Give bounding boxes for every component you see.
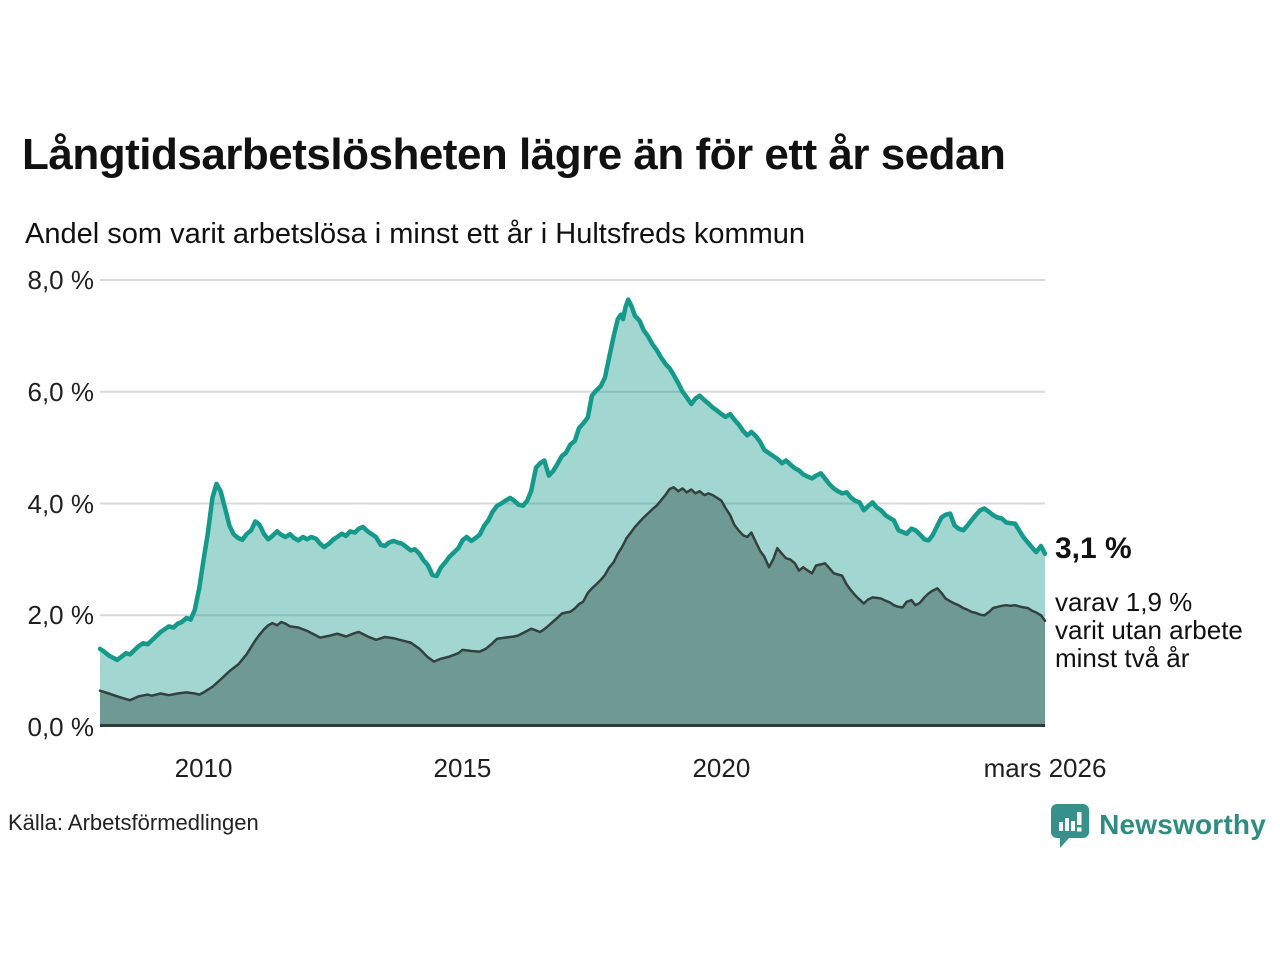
y-axis: 0,0 % 2,0 % 4,0 % 6,0 % 8,0 %: [0, 265, 95, 742]
newsworthy-wordmark: Newsworthy: [1099, 809, 1266, 840]
y-tick-label: 0,0 %: [27, 712, 95, 742]
x-tick-label: mars 2026: [983, 753, 1107, 783]
y-tick-label: 6,0 %: [27, 376, 95, 407]
x-tick-label: 2015: [433, 753, 492, 783]
x-axis: 2010 2015 2020 mars 2026: [100, 752, 1107, 786]
x-tick-label: 2010: [174, 753, 233, 783]
annotation-line: minst två år: [1055, 643, 1190, 673]
newsworthy-bar-chart-bubble-icon: [1051, 804, 1090, 848]
plot-area: [97, 279, 1048, 727]
line-two-years: [98, 486, 1047, 702]
y-tick-label: 8,0 %: [27, 265, 95, 295]
newsworthy-logo: Newsworthy: [1049, 800, 1266, 850]
chart-canvas: [97, 279, 1048, 727]
y-tick-label: 4,0 %: [27, 488, 95, 519]
line-total-one-year: [97, 297, 1048, 663]
end-value-sublabel: varav 1,9 % varit utan arbete minst två …: [1055, 588, 1270, 672]
area-two-years: [100, 487, 1045, 727]
source-label: Källa: Arbetsförmedlingen: [8, 810, 259, 835]
y-tick-label: 2,0 %: [27, 600, 95, 631]
page-title: Långtidsarbetslösheten lägre än för ett …: [22, 130, 1006, 179]
annotation-line: varav 1,9 %: [1055, 587, 1193, 617]
end-annotation: 3,1 % varav 1,9 % varit utan arbete mins…: [1055, 532, 1270, 672]
x-tick-label: 2020: [692, 753, 751, 783]
end-value-label: 3,1 %: [1055, 532, 1132, 565]
chart-subtitle: Andel som varit arbetslösa i minst ett å…: [25, 218, 806, 250]
annotation-line: varit utan arbete: [1055, 615, 1243, 645]
